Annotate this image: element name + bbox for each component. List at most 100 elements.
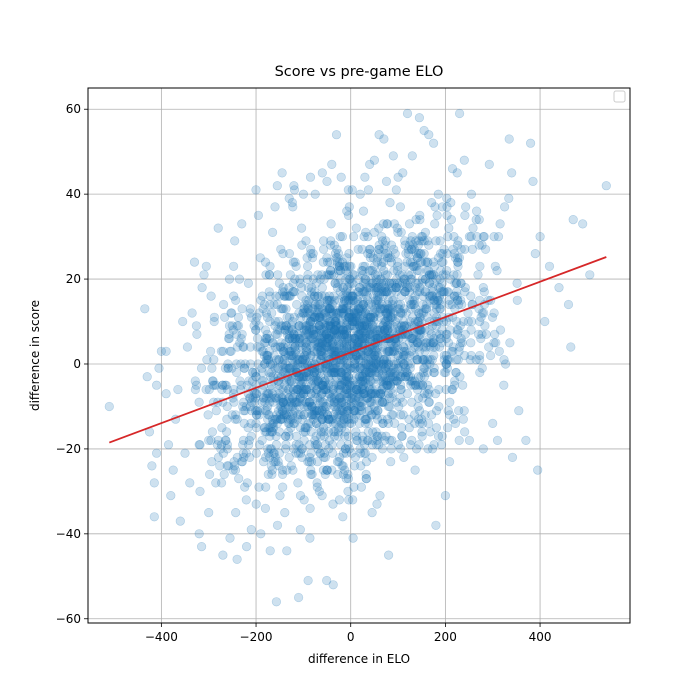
scatter-point	[355, 189, 365, 199]
scatter-point	[373, 406, 383, 416]
scatter-point	[507, 168, 517, 178]
scatter-point	[324, 333, 334, 344]
scatter-point	[239, 397, 249, 407]
scatter-point	[364, 367, 374, 378]
scatter-point	[187, 308, 197, 318]
scatter-point	[407, 257, 418, 267]
scatter-point	[324, 435, 335, 446]
scatter-point	[416, 329, 426, 339]
scatter-point	[417, 257, 427, 267]
scatter-point	[297, 342, 307, 352]
scatter-point	[460, 283, 470, 293]
scatter-point	[418, 291, 428, 301]
scatter-point	[152, 448, 162, 458]
scatter-point	[282, 546, 292, 556]
scatter-point	[349, 304, 359, 314]
scatter-point	[441, 359, 452, 369]
scatter-point	[285, 397, 295, 407]
scatter-point	[291, 261, 301, 271]
scatter-point	[313, 270, 323, 280]
scatter-point	[378, 291, 388, 301]
scatter-point	[477, 329, 487, 339]
scatter-point	[278, 355, 288, 365]
scatter-point	[323, 372, 334, 382]
scatter-point	[315, 346, 326, 356]
scatter-point	[388, 410, 398, 420]
scatter-point	[316, 380, 326, 390]
scatter-point	[414, 113, 425, 123]
scatter-point	[388, 308, 399, 318]
scatter-point	[283, 384, 294, 395]
scatter-point	[201, 261, 211, 271]
scatter-point	[403, 270, 414, 280]
scatter-point	[303, 308, 313, 318]
scatter-point	[355, 363, 365, 373]
scatter-point	[361, 329, 371, 339]
scatter-point	[375, 355, 385, 365]
scatter-point	[337, 232, 348, 242]
scatter-point	[383, 346, 393, 356]
scatter-point	[447, 164, 458, 174]
scatter-point	[331, 316, 341, 327]
scatter-point	[315, 338, 326, 348]
scatter-point	[349, 406, 359, 416]
scatter-point	[337, 363, 347, 373]
scatter-point	[360, 389, 370, 399]
scatter-point	[343, 486, 353, 497]
scatter-point	[229, 384, 239, 395]
scatter-point	[368, 427, 378, 437]
scatter-point	[334, 423, 344, 433]
scatter-point	[152, 380, 162, 390]
scatter-point	[378, 418, 388, 429]
scatter-point	[323, 389, 333, 399]
scatter-point	[358, 295, 368, 305]
scatter-point	[360, 418, 370, 429]
scatter-point	[373, 287, 383, 297]
scatter-point	[255, 342, 265, 352]
scatter-point	[410, 465, 420, 475]
scatter-point	[337, 325, 348, 335]
scatter-point	[413, 338, 423, 348]
scatter-point	[372, 435, 382, 446]
scatter-point	[324, 304, 334, 314]
scatter-point	[312, 291, 323, 301]
scatter-point	[389, 342, 399, 352]
scatter-point	[362, 295, 373, 305]
scatter-point	[296, 389, 307, 399]
scatter-point	[227, 363, 237, 373]
scatter-point	[295, 278, 305, 288]
scatter-point	[313, 338, 323, 348]
scatter-point	[349, 270, 359, 280]
scatter-point	[362, 367, 372, 378]
scatter-point	[359, 448, 369, 458]
scatter-point	[272, 329, 283, 339]
scatter-point	[335, 384, 345, 395]
scatter-point	[315, 312, 325, 322]
scatter-point	[528, 176, 538, 186]
scatter-point	[259, 423, 269, 433]
scatter-point	[357, 372, 367, 382]
scatter-point	[400, 287, 410, 297]
scatter-point	[369, 261, 380, 271]
scatter-point	[290, 333, 300, 344]
scatter-point	[385, 367, 396, 378]
scatter-point	[234, 474, 244, 484]
scatter-point	[424, 278, 435, 288]
scatter-point	[219, 469, 229, 480]
scatter-point	[216, 346, 226, 356]
scatter-point	[363, 333, 373, 344]
scatter-point	[307, 304, 317, 314]
scatter-point	[425, 427, 435, 437]
scatter-point	[314, 423, 324, 433]
scatter-point	[353, 244, 363, 254]
scatter-point	[309, 367, 319, 378]
scatter-point	[245, 308, 255, 318]
scatter-point	[328, 308, 339, 318]
scatter-point	[270, 202, 280, 212]
scatter-point	[400, 287, 410, 297]
scatter-point	[437, 287, 447, 297]
scatter-point	[433, 431, 444, 441]
scatter-point	[468, 223, 478, 233]
scatter-point	[285, 363, 295, 373]
scatter-point	[371, 384, 381, 395]
